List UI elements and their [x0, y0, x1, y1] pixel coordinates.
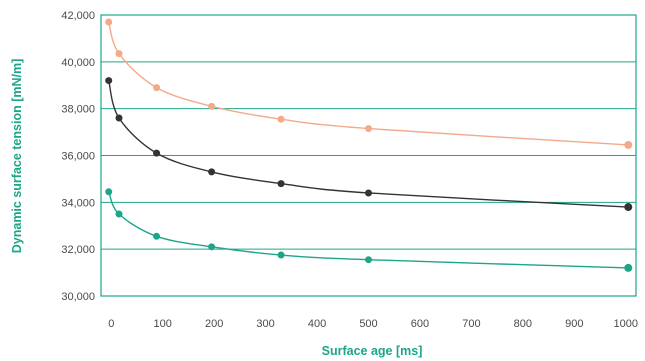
data-point: [153, 149, 161, 157]
y-tick-label: 32,000: [61, 244, 95, 256]
x-tick-label: 500: [359, 318, 377, 330]
x-tick-label: 600: [411, 318, 429, 330]
series-group: [105, 18, 633, 272]
series-2: [105, 77, 633, 212]
data-point: [115, 210, 123, 218]
x-axis-title: Surface age [ms]: [322, 344, 423, 358]
x-tick-label: 0: [108, 318, 114, 330]
y-tick-label: 38,000: [61, 104, 95, 116]
data-point: [105, 18, 113, 26]
y-axis-ticks: 30,000 32,000 34,000 36,000 38,000 40,000 42,0…: [61, 10, 95, 303]
data-point: [105, 188, 113, 196]
x-tick-label: 800: [514, 318, 532, 330]
y-tick-label: 30,000: [61, 291, 95, 303]
data-point: [277, 251, 285, 259]
y-tick-label: 40,000: [61, 57, 95, 69]
data-point: [153, 84, 161, 92]
data-point: [115, 50, 123, 58]
data-point: [365, 256, 372, 264]
data-point: [115, 114, 123, 122]
x-tick-label: 700: [462, 318, 480, 330]
x-tick-label: 300: [256, 318, 274, 330]
x-axis-ticks: 0 100 200 300 400 500 600 700 800 900 1000: [108, 318, 638, 330]
y-tick-label: 42,000: [61, 10, 95, 22]
series-line: [108, 21, 629, 146]
data-point: [105, 77, 113, 85]
data-point: [624, 140, 633, 149]
x-tick-label: 1000: [613, 318, 637, 330]
data-point: [624, 203, 633, 212]
series-line: [108, 80, 629, 208]
x-tick-label: 400: [308, 318, 326, 330]
data-point: [624, 263, 633, 272]
data-point: [365, 189, 372, 197]
data-point: [208, 102, 216, 110]
data-point: [208, 243, 216, 251]
data-point: [365, 125, 372, 133]
plot-frame: [100, 14, 637, 297]
y-axis-title: Dynamic surface tension [mN/m]: [10, 59, 24, 254]
data-point: [277, 115, 285, 123]
y-tick-label: 34,000: [61, 197, 95, 209]
y-tick-label: 36,000: [61, 151, 95, 163]
series-3: [105, 188, 633, 272]
grid-lines: [101, 14, 636, 297]
data-point: [277, 180, 285, 188]
x-tick-label: 900: [565, 318, 583, 330]
data-point: [208, 168, 216, 176]
x-tick-label: 100: [154, 318, 172, 330]
series-line: [108, 191, 629, 269]
data-point: [153, 232, 161, 240]
series-1: [105, 18, 633, 149]
x-tick-label: 200: [205, 318, 223, 330]
